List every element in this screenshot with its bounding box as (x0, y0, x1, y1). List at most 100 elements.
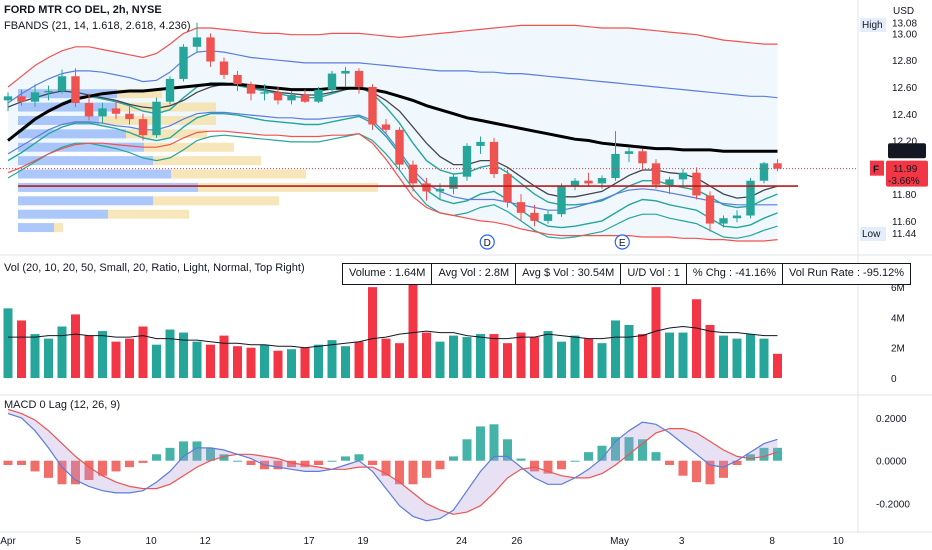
candle[interactable] (476, 136, 485, 154)
candle[interactable] (44, 85, 53, 101)
band-mid-teal-upper (7, 82, 778, 209)
candle[interactable] (624, 147, 634, 162)
volume-label[interactable]: Vol (20, 10, 20, 50, Small, 20, Ratio, L… (4, 262, 305, 274)
volume-bar (422, 332, 431, 378)
candle[interactable] (773, 159, 782, 172)
ma-dark-line (7, 83, 778, 199)
candle[interactable] (732, 210, 742, 223)
volume-profile-up (18, 196, 153, 206)
volume-bar (462, 337, 472, 378)
candle[interactable] (71, 68, 80, 108)
volume-profile-down (198, 182, 378, 192)
volume-bar (192, 341, 202, 378)
volume-profile-up (18, 223, 54, 233)
candle[interactable] (449, 174, 458, 195)
candle[interactable] (503, 170, 512, 208)
candle[interactable] (705, 191, 715, 232)
candle[interactable] (719, 215, 728, 228)
candle-body (44, 90, 53, 93)
candle-body (557, 186, 566, 215)
candle[interactable] (138, 113, 148, 141)
candle[interactable] (314, 86, 323, 104)
candle[interactable] (395, 127, 404, 170)
fbands-label[interactable]: FBANDS (21, 14, 1.618, 2.618, 4.236) (4, 20, 191, 32)
volume-profile-down (117, 89, 162, 99)
candle[interactable] (98, 103, 107, 124)
price-axis[interactable]: USD 13.00 12.80 12.60 12.40 12.20 11.80 11.60 Hi… (860, 6, 928, 511)
candle[interactable] (165, 76, 175, 105)
candle[interactable] (530, 204, 539, 227)
candle[interactable] (462, 143, 472, 181)
candle[interactable] (489, 137, 499, 179)
macd-histogram-bar (611, 437, 620, 461)
candle[interactable] (368, 84, 377, 130)
candle[interactable] (611, 131, 620, 181)
candle[interactable] (125, 105, 134, 125)
candle[interactable] (219, 57, 229, 79)
candle[interactable] (692, 167, 701, 200)
band-upper-blue (7, 50, 778, 104)
candle[interactable] (111, 100, 121, 120)
macd-histogram-bar (219, 454, 229, 461)
candle[interactable] (341, 66, 350, 87)
time-tick-label: Apr (0, 536, 16, 547)
last-price-label: 11.99 (893, 164, 918, 175)
candle[interactable] (327, 70, 337, 93)
candle[interactable] (381, 119, 391, 134)
candle[interactable] (300, 89, 310, 104)
time-tick-label: 26 (511, 536, 523, 547)
macd-histogram-bar (557, 460, 566, 470)
candle[interactable] (651, 159, 661, 189)
volume-bar (611, 320, 620, 378)
candle[interactable] (30, 84, 40, 108)
candle[interactable] (192, 22, 202, 53)
time-axis[interactable]: Apr 5 10 12 17 19 24 26 May 3 8 10 (0, 536, 844, 547)
ma-price-label: 12.12 (893, 147, 918, 158)
candle[interactable] (638, 148, 647, 170)
candle-body (435, 188, 445, 192)
candle[interactable] (206, 33, 215, 67)
candle[interactable] (543, 210, 553, 224)
candle-body (165, 78, 175, 102)
symbol-box (870, 160, 884, 176)
candle[interactable] (179, 44, 188, 82)
candle[interactable] (557, 183, 566, 217)
candle-body (152, 101, 161, 136)
candle[interactable] (260, 84, 269, 101)
candle[interactable] (422, 178, 431, 201)
candle[interactable] (57, 69, 67, 94)
candle[interactable] (678, 168, 688, 187)
candle[interactable] (273, 86, 283, 105)
candle[interactable] (3, 92, 13, 112)
candle[interactable] (84, 93, 94, 121)
macd-label[interactable]: MACD 0 Lag (12, 26, 9) (4, 399, 121, 411)
macd-histogram-bar (287, 460, 296, 468)
candle[interactable] (570, 178, 580, 191)
event-marker-d[interactable]: D (479, 234, 495, 250)
volume-bar (638, 334, 647, 378)
candle[interactable] (152, 97, 161, 138)
candle[interactable] (746, 178, 755, 219)
candle-body (759, 163, 769, 181)
volume-bar (138, 326, 148, 378)
macd-histogram-bar (152, 454, 161, 461)
candle[interactable] (516, 194, 526, 221)
candle[interactable] (759, 161, 769, 184)
candle-body (138, 119, 148, 136)
candle[interactable] (233, 70, 242, 91)
candle[interactable] (17, 89, 26, 106)
macd-histogram-bar (368, 460, 377, 465)
volume-profile-up (18, 89, 117, 99)
candle[interactable] (287, 90, 296, 105)
low-value: 11.44 (892, 229, 917, 240)
volume-profile-down (171, 169, 306, 179)
candle[interactable] (354, 68, 364, 94)
event-marker-e[interactable]: E (614, 234, 630, 250)
event-marker-label: D (484, 238, 491, 249)
macd-histogram-bar (165, 447, 175, 461)
candle[interactable] (584, 172, 593, 187)
candles[interactable] (3, 22, 782, 232)
candle[interactable] (246, 81, 256, 101)
